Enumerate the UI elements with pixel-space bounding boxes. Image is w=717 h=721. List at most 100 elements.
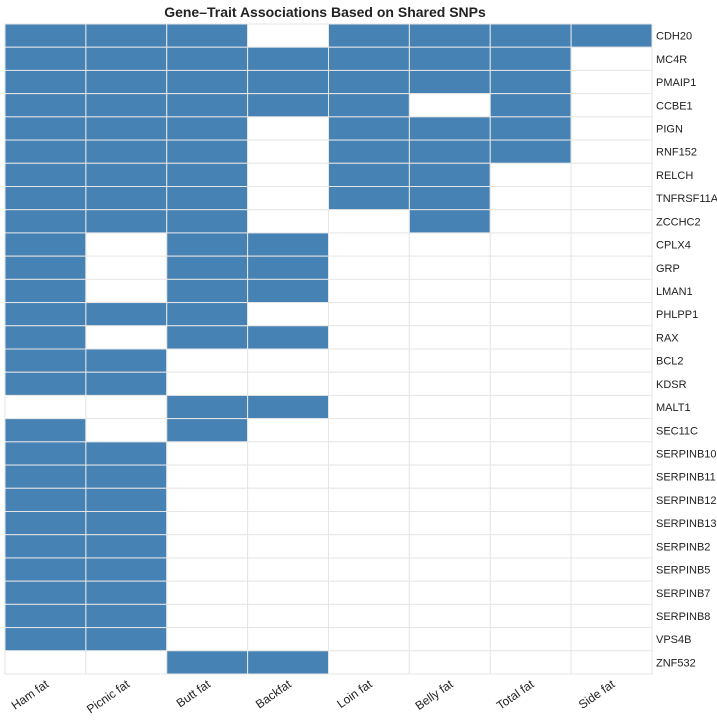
- row-label-lman1: LMAN1: [656, 286, 693, 298]
- heatmap-cell-sec11c-ham-fat: [4, 418, 87, 443]
- heatmap-cell-vps4b-backfat: [247, 627, 329, 652]
- heatmap-cell-rnf152-backfat: [247, 139, 329, 164]
- heatmap-cell-relch-side-fat: [570, 162, 653, 188]
- heatmap-cell-serpinb13-loin-fat: [328, 511, 410, 536]
- heatmap-cell-malt1-backfat: [247, 394, 329, 420]
- column-label-total-fat: Total fat: [494, 677, 537, 713]
- heatmap-cell-kdsr-backfat: [247, 371, 329, 396]
- heatmap-cell-serpinb13-butt-fat: [166, 511, 249, 536]
- row-labels: CDH20 MC4R PMAIP1 CCBE1 PIGN RNF152 RELCH TNFRS…: [656, 31, 717, 670]
- heatmap-cell-serpinb2-ham-fat: [4, 534, 87, 559]
- heatmap-cell-grp-picnic-fat: [85, 255, 168, 280]
- heatmap-cell-pign-loin-fat: [328, 116, 410, 141]
- heatmap-cell-phlpp1-belly-fat: [408, 302, 491, 327]
- heatmap-cell-ccbe1-total-fat: [489, 93, 572, 118]
- heatmap-cell-serpinb11-side-fat: [570, 464, 653, 489]
- heatmap-cell-pign-ham-fat: [4, 116, 87, 141]
- heatmap-cell-serpinb5-picnic-fat: [85, 557, 168, 582]
- heatmap-cell-phlpp1-ham-fat: [4, 302, 87, 327]
- heatmap-cell-pign-butt-fat: [166, 116, 249, 141]
- heatmap-cell-ccbe1-butt-fat: [166, 93, 249, 118]
- heatmap-cell-ccbe1-backfat: [247, 93, 329, 118]
- row-label-vps4b: VPS4B: [656, 634, 691, 646]
- heatmap-cell-serpinb11-loin-fat: [328, 464, 410, 489]
- heatmap-cell-sec11c-loin-fat: [328, 418, 410, 443]
- heatmap-cell-zcchc2-total-fat: [489, 209, 572, 234]
- heatmap-cell-phlpp1-loin-fat: [328, 302, 410, 327]
- row-label-mc4r: MC4R: [656, 54, 687, 66]
- heatmap-cell-serpinb13-backfat: [247, 511, 329, 536]
- heatmap-cell-rnf152-butt-fat: [166, 139, 249, 164]
- heatmap-cell-serpinb13-total-fat: [489, 511, 572, 536]
- heatmap-cell-serpinb8-backfat: [247, 603, 329, 629]
- heatmap-cell-pign-side-fat: [570, 116, 653, 141]
- heatmap-cell-serpinb10-picnic-fat: [85, 441, 168, 466]
- heatmap-cell-serpinb10-belly-fat: [408, 441, 491, 466]
- heatmap-cell-rax-ham-fat: [4, 325, 87, 350]
- heatmap-cell-grp-butt-fat: [166, 255, 249, 280]
- heatmap-cell-lman1-belly-fat: [408, 278, 491, 304]
- heatmap-cell-serpinb7-butt-fat: [166, 580, 249, 605]
- heatmap-cell-phlpp1-butt-fat: [166, 302, 249, 327]
- row-label-sec11c: SEC11C: [656, 425, 698, 437]
- heatmap-cell-cplx4-ham-fat: [4, 232, 87, 257]
- heatmap-cell-tnfrsf11a-belly-fat: [408, 186, 491, 211]
- heatmap-cell-vps4b-butt-fat: [166, 627, 249, 652]
- row-label-serpinb8: SERPINB8: [656, 611, 710, 623]
- heatmap-cell-serpinb13-ham-fat: [4, 511, 87, 536]
- heatmap-cell-relch-picnic-fat: [85, 162, 168, 188]
- heatmap-cell-tnfrsf11a-picnic-fat: [85, 186, 168, 211]
- heatmap-cell-rax-total-fat: [489, 325, 572, 350]
- heatmap-cell-rax-side-fat: [570, 325, 653, 350]
- heatmap-cell-bcl2-ham-fat: [4, 348, 87, 373]
- heatmap-cell-serpinb5-loin-fat: [328, 557, 410, 582]
- heatmap-cell-serpinb12-side-fat: [570, 487, 653, 512]
- heatmap-cell-lman1-butt-fat: [166, 278, 249, 304]
- heatmap-cell-serpinb8-ham-fat: [4, 603, 87, 629]
- heatmap-cell-tnfrsf11a-butt-fat: [166, 186, 249, 211]
- heatmap-cell-cdh20-side-fat: [570, 23, 653, 48]
- heatmap-cell-phlpp1-picnic-fat: [85, 302, 168, 327]
- heatmap-cell-bcl2-backfat: [247, 348, 329, 373]
- heatmap-cell-serpinb10-loin-fat: [328, 441, 410, 466]
- column-label-butt-fat: Butt fat: [174, 677, 214, 711]
- heatmap-cell-pmaip1-backfat: [247, 69, 329, 95]
- heatmap-cell-cplx4-total-fat: [489, 232, 572, 257]
- heatmap-cell-ccbe1-picnic-fat: [85, 93, 168, 118]
- heatmap-cell-kdsr-ham-fat: [4, 371, 87, 396]
- heatmap-cell-cdh20-picnic-fat: [85, 23, 168, 48]
- heatmap-cell-rnf152-side-fat: [570, 139, 653, 164]
- heatmap-cell-zcchc2-belly-fat: [408, 209, 491, 234]
- heatmap-cell-cplx4-loin-fat: [328, 232, 410, 257]
- heatmap-cell-serpinb7-picnic-fat: [85, 580, 168, 605]
- row-label-tnfrsf11a: TNFRSF11A: [656, 193, 717, 205]
- heatmap-cell-cdh20-total-fat: [489, 23, 572, 48]
- column-label-loin-fat: Loin fat: [334, 677, 375, 711]
- row-label-rnf152: RNF152: [656, 147, 697, 159]
- heatmap-cell-bcl2-side-fat: [570, 348, 653, 373]
- heatmap-cell-lman1-total-fat: [489, 278, 572, 304]
- heatmap-cell-serpinb8-picnic-fat: [85, 603, 168, 629]
- heatmap-cell-malt1-butt-fat: [166, 394, 249, 420]
- heatmap-cell-cplx4-picnic-fat: [85, 232, 168, 257]
- heatmap-cell-serpinb5-side-fat: [570, 557, 653, 582]
- heatmap-cell-serpinb12-ham-fat: [4, 487, 87, 512]
- heatmap-cell-pign-belly-fat: [408, 116, 491, 141]
- heatmap-cell-znf532-loin-fat: [328, 650, 410, 675]
- row-label-serpinb2: SERPINB2: [656, 541, 710, 553]
- heatmap-cell-serpinb7-total-fat: [489, 580, 572, 605]
- row-label-cdh20: CDH20: [656, 31, 692, 43]
- heatmap-cell-serpinb10-backfat: [247, 441, 329, 466]
- heatmap-cell-serpinb5-backfat: [247, 557, 329, 582]
- heatmap-cell-serpinb8-side-fat: [570, 603, 653, 629]
- heatmap-cell-rnf152-total-fat: [489, 139, 572, 164]
- heatmap-cell-tnfrsf11a-backfat: [247, 186, 329, 211]
- heatmap-cell-serpinb12-total-fat: [489, 487, 572, 512]
- heatmap-cell-serpinb8-loin-fat: [328, 603, 410, 629]
- heatmap-cell-vps4b-loin-fat: [328, 627, 410, 652]
- heatmap-cell-serpinb7-ham-fat: [4, 580, 87, 605]
- heatmap-cell-znf532-butt-fat: [166, 650, 249, 675]
- heatmap-cell-mc4r-ham-fat: [4, 46, 87, 71]
- heatmap-cell-serpinb13-belly-fat: [408, 511, 491, 536]
